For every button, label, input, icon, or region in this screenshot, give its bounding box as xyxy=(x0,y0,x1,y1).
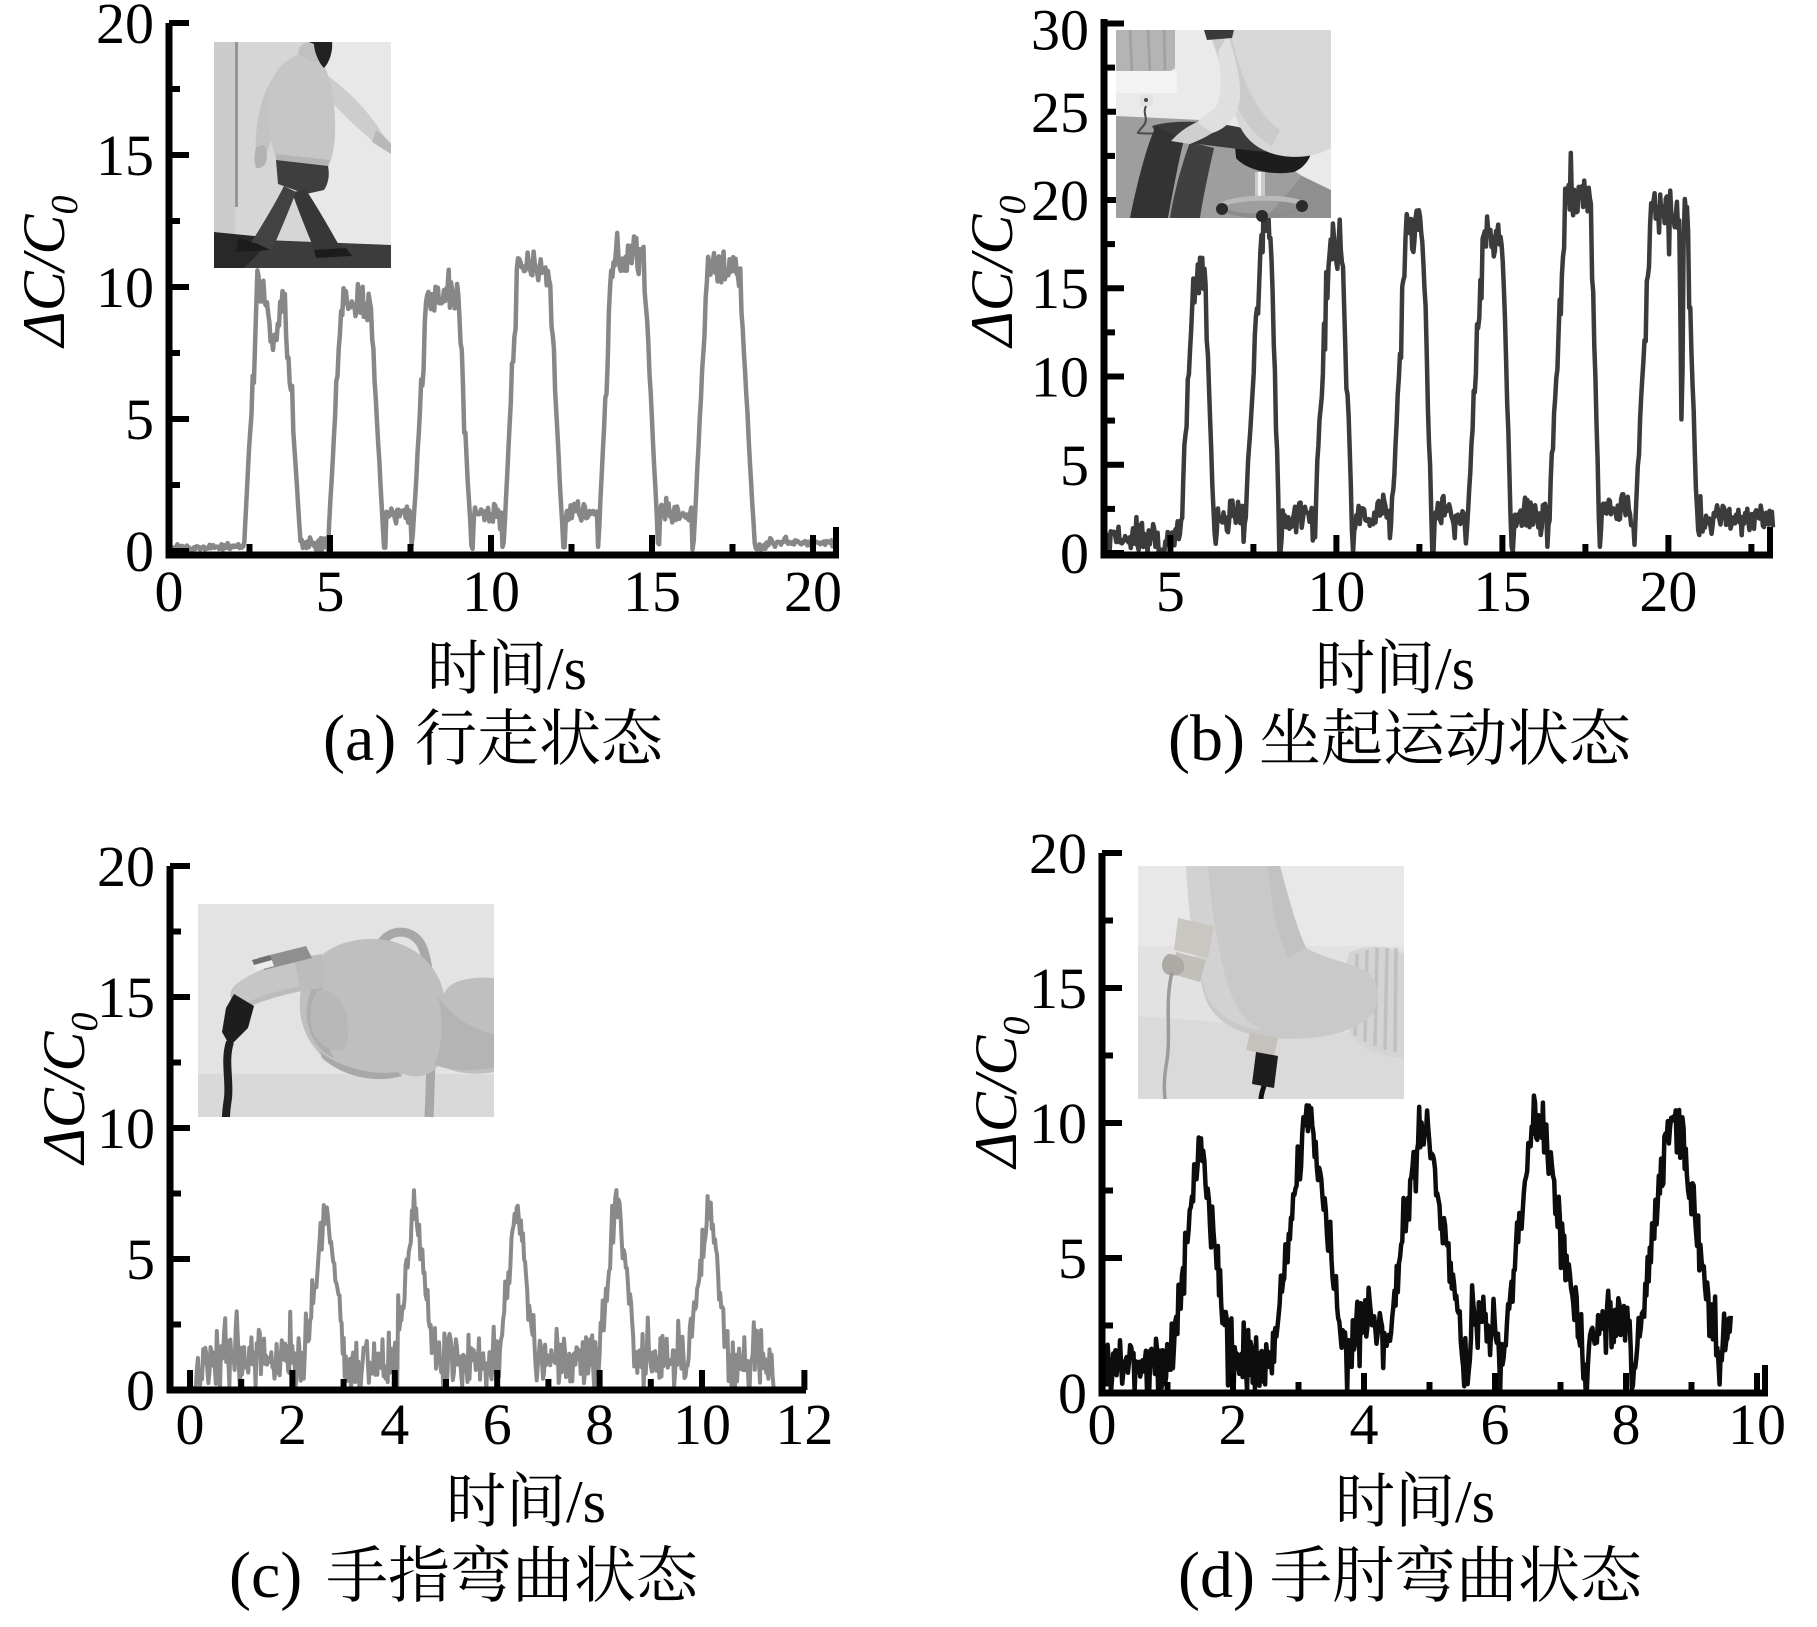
svg-text:20: 20 xyxy=(97,834,155,899)
svg-text:30: 30 xyxy=(1031,0,1089,63)
svg-text:5: 5 xyxy=(125,387,154,452)
svg-text:5: 5 xyxy=(316,559,345,624)
svg-text:15: 15 xyxy=(1031,256,1089,321)
svg-text:15: 15 xyxy=(1029,956,1087,1021)
svg-text:ΔC/C0: ΔC/C0 xyxy=(31,1013,106,1166)
svg-text:8: 8 xyxy=(585,1392,614,1457)
svg-text:ΔC/C0: ΔC/C0 xyxy=(11,196,86,349)
svg-text:4: 4 xyxy=(1350,1392,1379,1457)
svg-text:12: 12 xyxy=(775,1392,833,1457)
svg-text:0: 0 xyxy=(126,1358,155,1423)
svg-text:15: 15 xyxy=(97,965,155,1030)
svg-text:6: 6 xyxy=(1481,1392,1510,1457)
svg-text:10: 10 xyxy=(462,559,520,624)
svg-text:2: 2 xyxy=(1219,1392,1248,1457)
svg-text:20: 20 xyxy=(1031,168,1089,233)
svg-text:20: 20 xyxy=(1639,559,1697,624)
svg-text:10: 10 xyxy=(1307,559,1365,624)
svg-text:ΔC/C0: ΔC/C0 xyxy=(959,196,1034,349)
svg-text:/s: /s xyxy=(566,1469,606,1535)
svg-text:10: 10 xyxy=(673,1392,731,1457)
svg-text:0: 0 xyxy=(1088,1392,1117,1457)
svg-text:5: 5 xyxy=(1156,559,1185,624)
svg-text:/s: /s xyxy=(1435,636,1475,702)
svg-text:4: 4 xyxy=(380,1392,409,1457)
svg-text:0: 0 xyxy=(1058,1361,1087,1426)
svg-text:10: 10 xyxy=(96,255,154,320)
svg-text:0: 0 xyxy=(1060,521,1089,586)
svg-text:10: 10 xyxy=(1031,345,1089,410)
svg-text:(a): (a) xyxy=(323,702,396,775)
svg-text:/s: /s xyxy=(1455,1469,1495,1535)
svg-text:15: 15 xyxy=(623,559,681,624)
svg-text:20: 20 xyxy=(96,0,154,56)
svg-text:0: 0 xyxy=(155,559,184,624)
svg-text:5: 5 xyxy=(126,1227,155,1292)
svg-text:0: 0 xyxy=(125,519,154,584)
svg-text:5: 5 xyxy=(1058,1226,1087,1291)
svg-text:5: 5 xyxy=(1060,433,1089,498)
svg-text:(d): (d) xyxy=(1178,1539,1255,1612)
svg-text:ΔC/C0: ΔC/C0 xyxy=(963,1017,1038,1170)
svg-text:25: 25 xyxy=(1031,80,1089,145)
svg-text:10: 10 xyxy=(97,1096,155,1161)
svg-text:(c): (c) xyxy=(229,1539,302,1612)
svg-text:0: 0 xyxy=(176,1392,205,1457)
svg-text:(b): (b) xyxy=(1168,702,1245,775)
svg-text:2: 2 xyxy=(278,1392,307,1457)
svg-text:15: 15 xyxy=(96,123,154,188)
svg-text:20: 20 xyxy=(784,559,842,624)
svg-text:10: 10 xyxy=(1029,1091,1087,1156)
svg-text:6: 6 xyxy=(483,1392,512,1457)
svg-text:20: 20 xyxy=(1029,821,1087,886)
svg-text:15: 15 xyxy=(1473,559,1531,624)
svg-text:/s: /s xyxy=(547,636,587,702)
svg-text:10: 10 xyxy=(1728,1392,1786,1457)
svg-text:8: 8 xyxy=(1612,1392,1641,1457)
